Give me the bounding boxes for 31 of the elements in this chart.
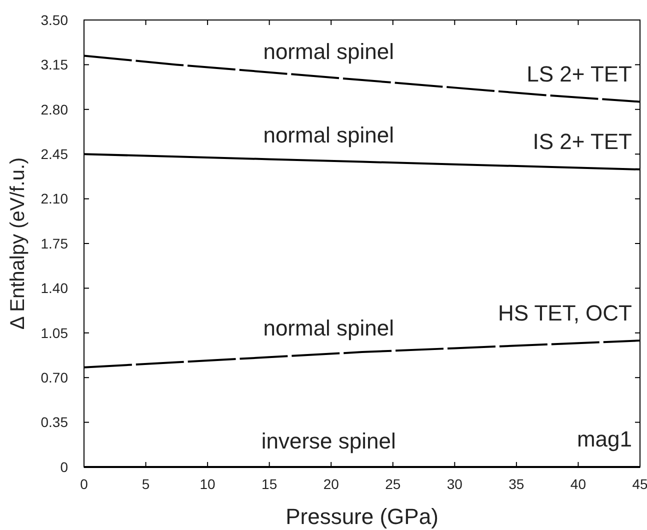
x-tick-label: 5 [142,476,150,492]
y-tick-label: 0.35 [40,414,68,430]
annotation: normal spinel [263,122,394,148]
annotation: mag1 [576,426,632,452]
y-axis-title: Δ Enthalpy (eV/f.u.) [7,157,29,330]
x-tick-label: 45 [632,476,647,492]
annotation: normal spinel [263,38,394,64]
annotation: HS TET, OCT [498,300,632,326]
annotation: inverse spinel [261,428,396,454]
y-tick-label: 3.50 [40,12,68,28]
x-tick-label: 20 [323,476,340,492]
y-tick-label: 0 [60,458,68,475]
y-tick-label: 0.70 [40,370,68,386]
annotation: normal spinel [263,316,394,341]
y-tick-label: 3.15 [40,56,68,73]
annotation: LS 2+ TET [526,61,632,86]
y-tick-label: 2.80 [40,101,68,118]
y-tick-label: 1.05 [40,324,68,341]
x-tick-label: 30 [446,476,463,492]
y-tick-label: 2.10 [40,190,68,207]
y-tick-label: 1.75 [40,235,68,252]
x-axis-title: Pressure (GPa) [286,504,438,529]
x-tick-label: 35 [508,476,524,492]
x-tick-label: 10 [200,476,216,492]
x-tick-label: 0 [80,476,88,492]
annotation: IS 2+ TET [532,129,632,154]
y-tick-label: 1.40 [40,280,68,296]
x-tick-label: 15 [262,476,278,492]
x-tick-label: 40 [570,476,586,492]
y-tick-label: 2.45 [40,146,68,162]
x-tick-label: 25 [385,476,401,492]
